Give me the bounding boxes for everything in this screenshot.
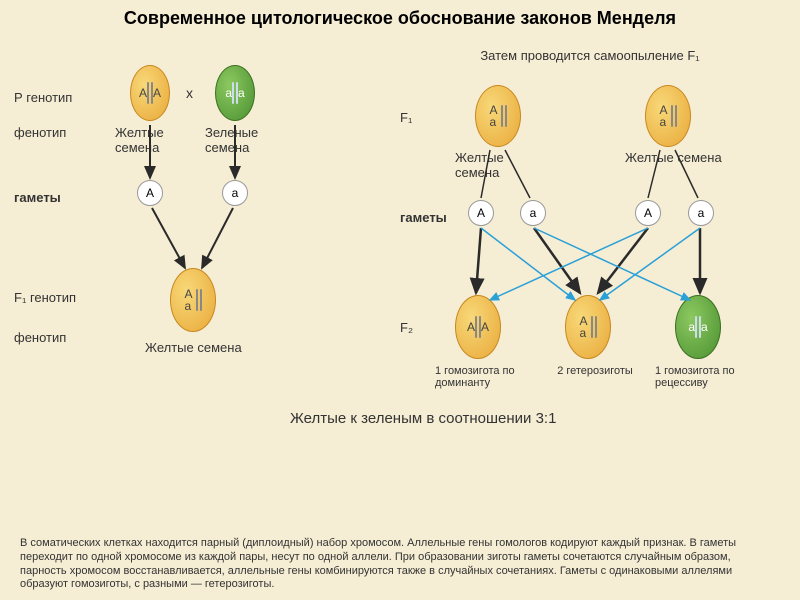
allele-a: a [579, 327, 587, 339]
allele-A: A [644, 206, 652, 220]
allele-A: A [467, 321, 475, 333]
title: Современное цитологическое обоснование з… [0, 8, 800, 30]
gamete-A-r2: A [635, 200, 661, 226]
chrom-bars [501, 105, 507, 127]
gamete-A: A [137, 180, 163, 206]
allele-a: a [232, 186, 239, 200]
allele-a: a [489, 116, 497, 128]
p-genotype-label: Р генотип [14, 90, 72, 105]
homo-dom-label: 1 гомозигота по доминанту [435, 365, 535, 389]
gamete-a-r1: a [520, 200, 546, 226]
allele-A: A [481, 321, 489, 333]
gamete-a-r2: a [688, 200, 714, 226]
f1-label: F₁ [400, 110, 412, 125]
f2-label: F₂ [400, 320, 413, 335]
gametes-label-r: гаметы [400, 210, 447, 225]
yellow-seeds-label: Желтые семена [115, 125, 175, 155]
allele-A: A [153, 87, 161, 99]
green-seeds-label: Зеленые семена [205, 125, 265, 155]
gamete-a: a [222, 180, 248, 206]
homo-rec-label: 1 гомозигота по рецессиву [655, 365, 755, 389]
f1-oval: A a [170, 268, 216, 332]
chrom-bars [591, 316, 597, 338]
f1-right-oval-1: A a [475, 85, 521, 147]
gametes-label: гаметы [14, 190, 61, 205]
f2-AA: A A [455, 295, 501, 359]
cross-x: х [186, 85, 193, 101]
allele-a: a [238, 87, 245, 99]
allele-A: A [477, 206, 485, 220]
footer-text: В соматических клетках находится парный … [20, 537, 780, 592]
yellow-seeds-r2: Желтые семена [625, 150, 725, 165]
f1-genotype-label: F₁ генотип [14, 290, 76, 305]
f2-Aa: A a [565, 295, 611, 359]
chrom-bars [671, 105, 677, 127]
allele-a: a [701, 321, 708, 333]
allele-a: a [688, 321, 695, 333]
f1-yellow-label: Желтые семена [145, 340, 242, 355]
allele-A: A [139, 87, 147, 99]
allele-a: a [698, 206, 705, 220]
chrom-bars [196, 289, 202, 311]
f1-right-oval-2: A a [645, 85, 691, 147]
allele-a: a [184, 300, 192, 312]
p-yellow-oval: A A [130, 65, 170, 121]
self-pollination-label: Затем проводится самоопыление F₁ [460, 48, 720, 63]
gamete-A-r1: A [468, 200, 494, 226]
phenotype-label: фенотип [14, 125, 66, 140]
yellow-seeds-r1: Желтые семена [455, 150, 535, 180]
allele-a: a [659, 116, 667, 128]
f2-aa: a a [675, 295, 721, 359]
ratio-label: Желтые к зеленым в соотношении 3:1 [290, 410, 556, 427]
p-green-oval: a a [215, 65, 255, 121]
hetero-label: 2 гетерозиготы [550, 365, 640, 377]
allele-a: a [530, 206, 537, 220]
f1-phenotype-label: фенотип [14, 330, 70, 345]
allele-A: A [146, 186, 154, 200]
allele-a: a [225, 87, 232, 99]
